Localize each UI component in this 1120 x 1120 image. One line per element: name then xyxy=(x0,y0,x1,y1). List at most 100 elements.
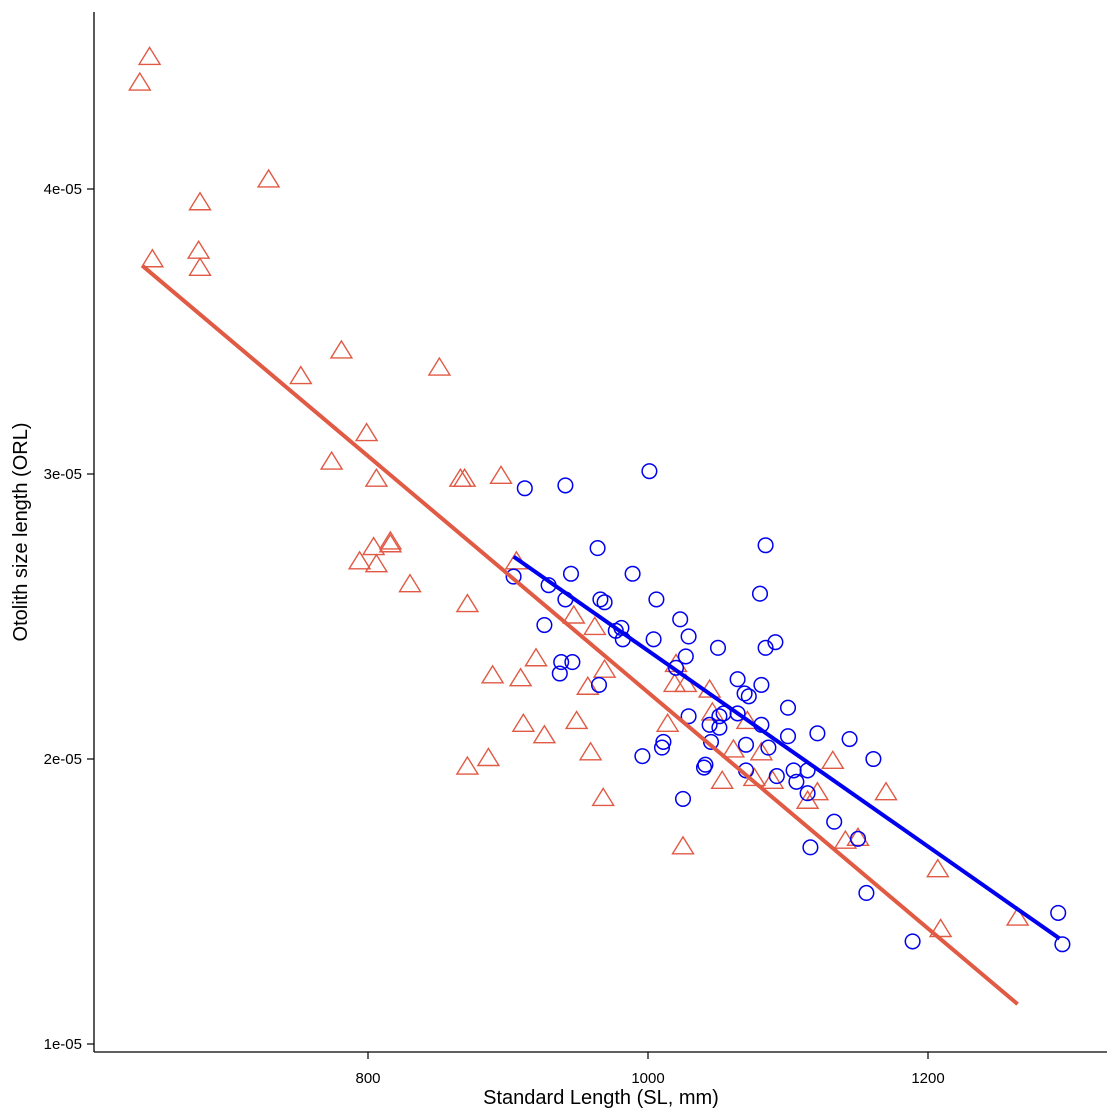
data-point-circle xyxy=(768,768,785,785)
ticks: 800 1000 1200 1e-05 2e-05 3e-05 4e-05 xyxy=(44,181,945,1087)
data-point-circle xyxy=(736,685,753,702)
data-point-triangle xyxy=(364,467,389,487)
fit-line-group-circle xyxy=(512,555,1061,941)
data-point-circle xyxy=(865,750,882,768)
data-point-triangle xyxy=(578,741,603,761)
data-point-triangle xyxy=(378,533,403,553)
data-point-circle xyxy=(709,639,727,656)
data-point-circle xyxy=(779,728,797,745)
y-tick-label: 2e-05 xyxy=(44,751,82,768)
data-point-circle xyxy=(737,736,755,753)
data-point-circle xyxy=(697,756,714,773)
data-point-triangle xyxy=(846,826,870,847)
data-point-circle xyxy=(680,708,697,725)
data-point-triangle xyxy=(354,422,379,442)
data-point-triangle xyxy=(1005,906,1030,926)
data-point-triangle xyxy=(710,769,734,790)
data-point-circle xyxy=(760,739,777,756)
data-point-circle xyxy=(634,748,651,765)
y-axis-title: Otolith size length (ORL) xyxy=(10,423,32,642)
data-point-circle xyxy=(553,654,570,671)
data-point-circle xyxy=(695,759,713,776)
data-point-circle xyxy=(624,565,641,582)
data-point-circle xyxy=(711,708,728,725)
data-point-triangle xyxy=(329,339,354,359)
data-point-circle xyxy=(655,733,672,750)
x-tick-label: 1000 xyxy=(631,1070,664,1087)
data-point-triangle xyxy=(760,769,785,790)
data-point-triangle xyxy=(361,536,386,556)
data-point-triangle xyxy=(749,741,774,761)
data-point-triangle xyxy=(583,616,607,636)
data-point-circle xyxy=(667,659,685,676)
data-point-circle xyxy=(767,634,784,651)
x-axis-title: Standard Length (SL, mm) xyxy=(483,1087,719,1109)
data-point-triangle xyxy=(592,658,617,678)
data-point-triangle xyxy=(188,256,212,277)
data-point-circle xyxy=(751,585,769,602)
data-point-triangle xyxy=(671,835,695,855)
data-point-triangle xyxy=(562,604,586,624)
data-point-circle xyxy=(674,790,692,807)
data-point-circle xyxy=(590,676,608,693)
data-point-triangle xyxy=(524,647,548,667)
data-point-circle xyxy=(592,591,609,608)
data-point-circle xyxy=(677,648,694,665)
data-point-circle xyxy=(740,688,757,705)
data-point-triangle xyxy=(137,46,162,66)
data-point-circle xyxy=(536,617,553,634)
data-point-circle xyxy=(701,716,718,733)
data-point-triangle xyxy=(480,664,505,684)
x-tick-label: 800 xyxy=(355,1070,380,1087)
y-tick-label: 1e-05 xyxy=(44,1036,82,1053)
data-point-circle xyxy=(648,591,665,608)
data-point-circle xyxy=(841,731,858,748)
data-point-circle xyxy=(562,565,580,582)
data-point-circle xyxy=(799,785,816,802)
data-point-triangle xyxy=(576,675,600,695)
data-point-triangle xyxy=(821,750,845,770)
data-point-triangle xyxy=(455,593,480,613)
data-point-circle xyxy=(757,639,774,656)
data-point-triangle xyxy=(591,787,615,807)
fit-line-group-triangle xyxy=(141,264,1019,1006)
data-point-circle xyxy=(711,719,728,736)
data-point-triangle xyxy=(140,248,165,268)
data-point-circle xyxy=(826,813,843,830)
data-point-circle xyxy=(788,773,805,790)
data-point-circle xyxy=(779,699,797,716)
series-group-circle xyxy=(505,463,1071,953)
data-point-circle xyxy=(809,725,826,742)
data-point-circle xyxy=(904,933,921,950)
data-point-triangle xyxy=(508,667,533,687)
x-tick-label: 1200 xyxy=(911,1070,944,1087)
data-point-triangle xyxy=(655,712,680,733)
data-point-triangle xyxy=(476,747,501,767)
data-point-circle xyxy=(802,839,819,856)
data-point-triangle xyxy=(874,781,898,801)
data-point-triangle xyxy=(564,710,589,730)
y-tick-label: 3e-05 xyxy=(44,466,82,483)
data-point-triangle xyxy=(721,738,746,758)
data-point-circle xyxy=(645,631,662,648)
data-point-triangle xyxy=(398,573,422,593)
data-point-triangle xyxy=(926,858,950,878)
data-point-triangle xyxy=(427,356,452,376)
data-point-triangle xyxy=(186,239,211,259)
data-point-circle xyxy=(757,537,774,554)
data-point-triangle xyxy=(452,467,477,487)
data-point-triangle xyxy=(489,465,513,485)
data-point-circle xyxy=(753,676,770,693)
data-point-circle xyxy=(680,628,697,645)
data-point-triangle xyxy=(289,365,313,385)
data-point-circle xyxy=(589,540,606,557)
data-point-triangle xyxy=(928,918,953,938)
data-point-circle xyxy=(557,477,574,494)
y-tick-label: 4e-05 xyxy=(44,181,82,198)
data-point-circle xyxy=(729,705,746,722)
data-point-triangle xyxy=(511,712,536,733)
data-point-circle xyxy=(849,830,867,847)
data-point-circle xyxy=(564,654,581,671)
